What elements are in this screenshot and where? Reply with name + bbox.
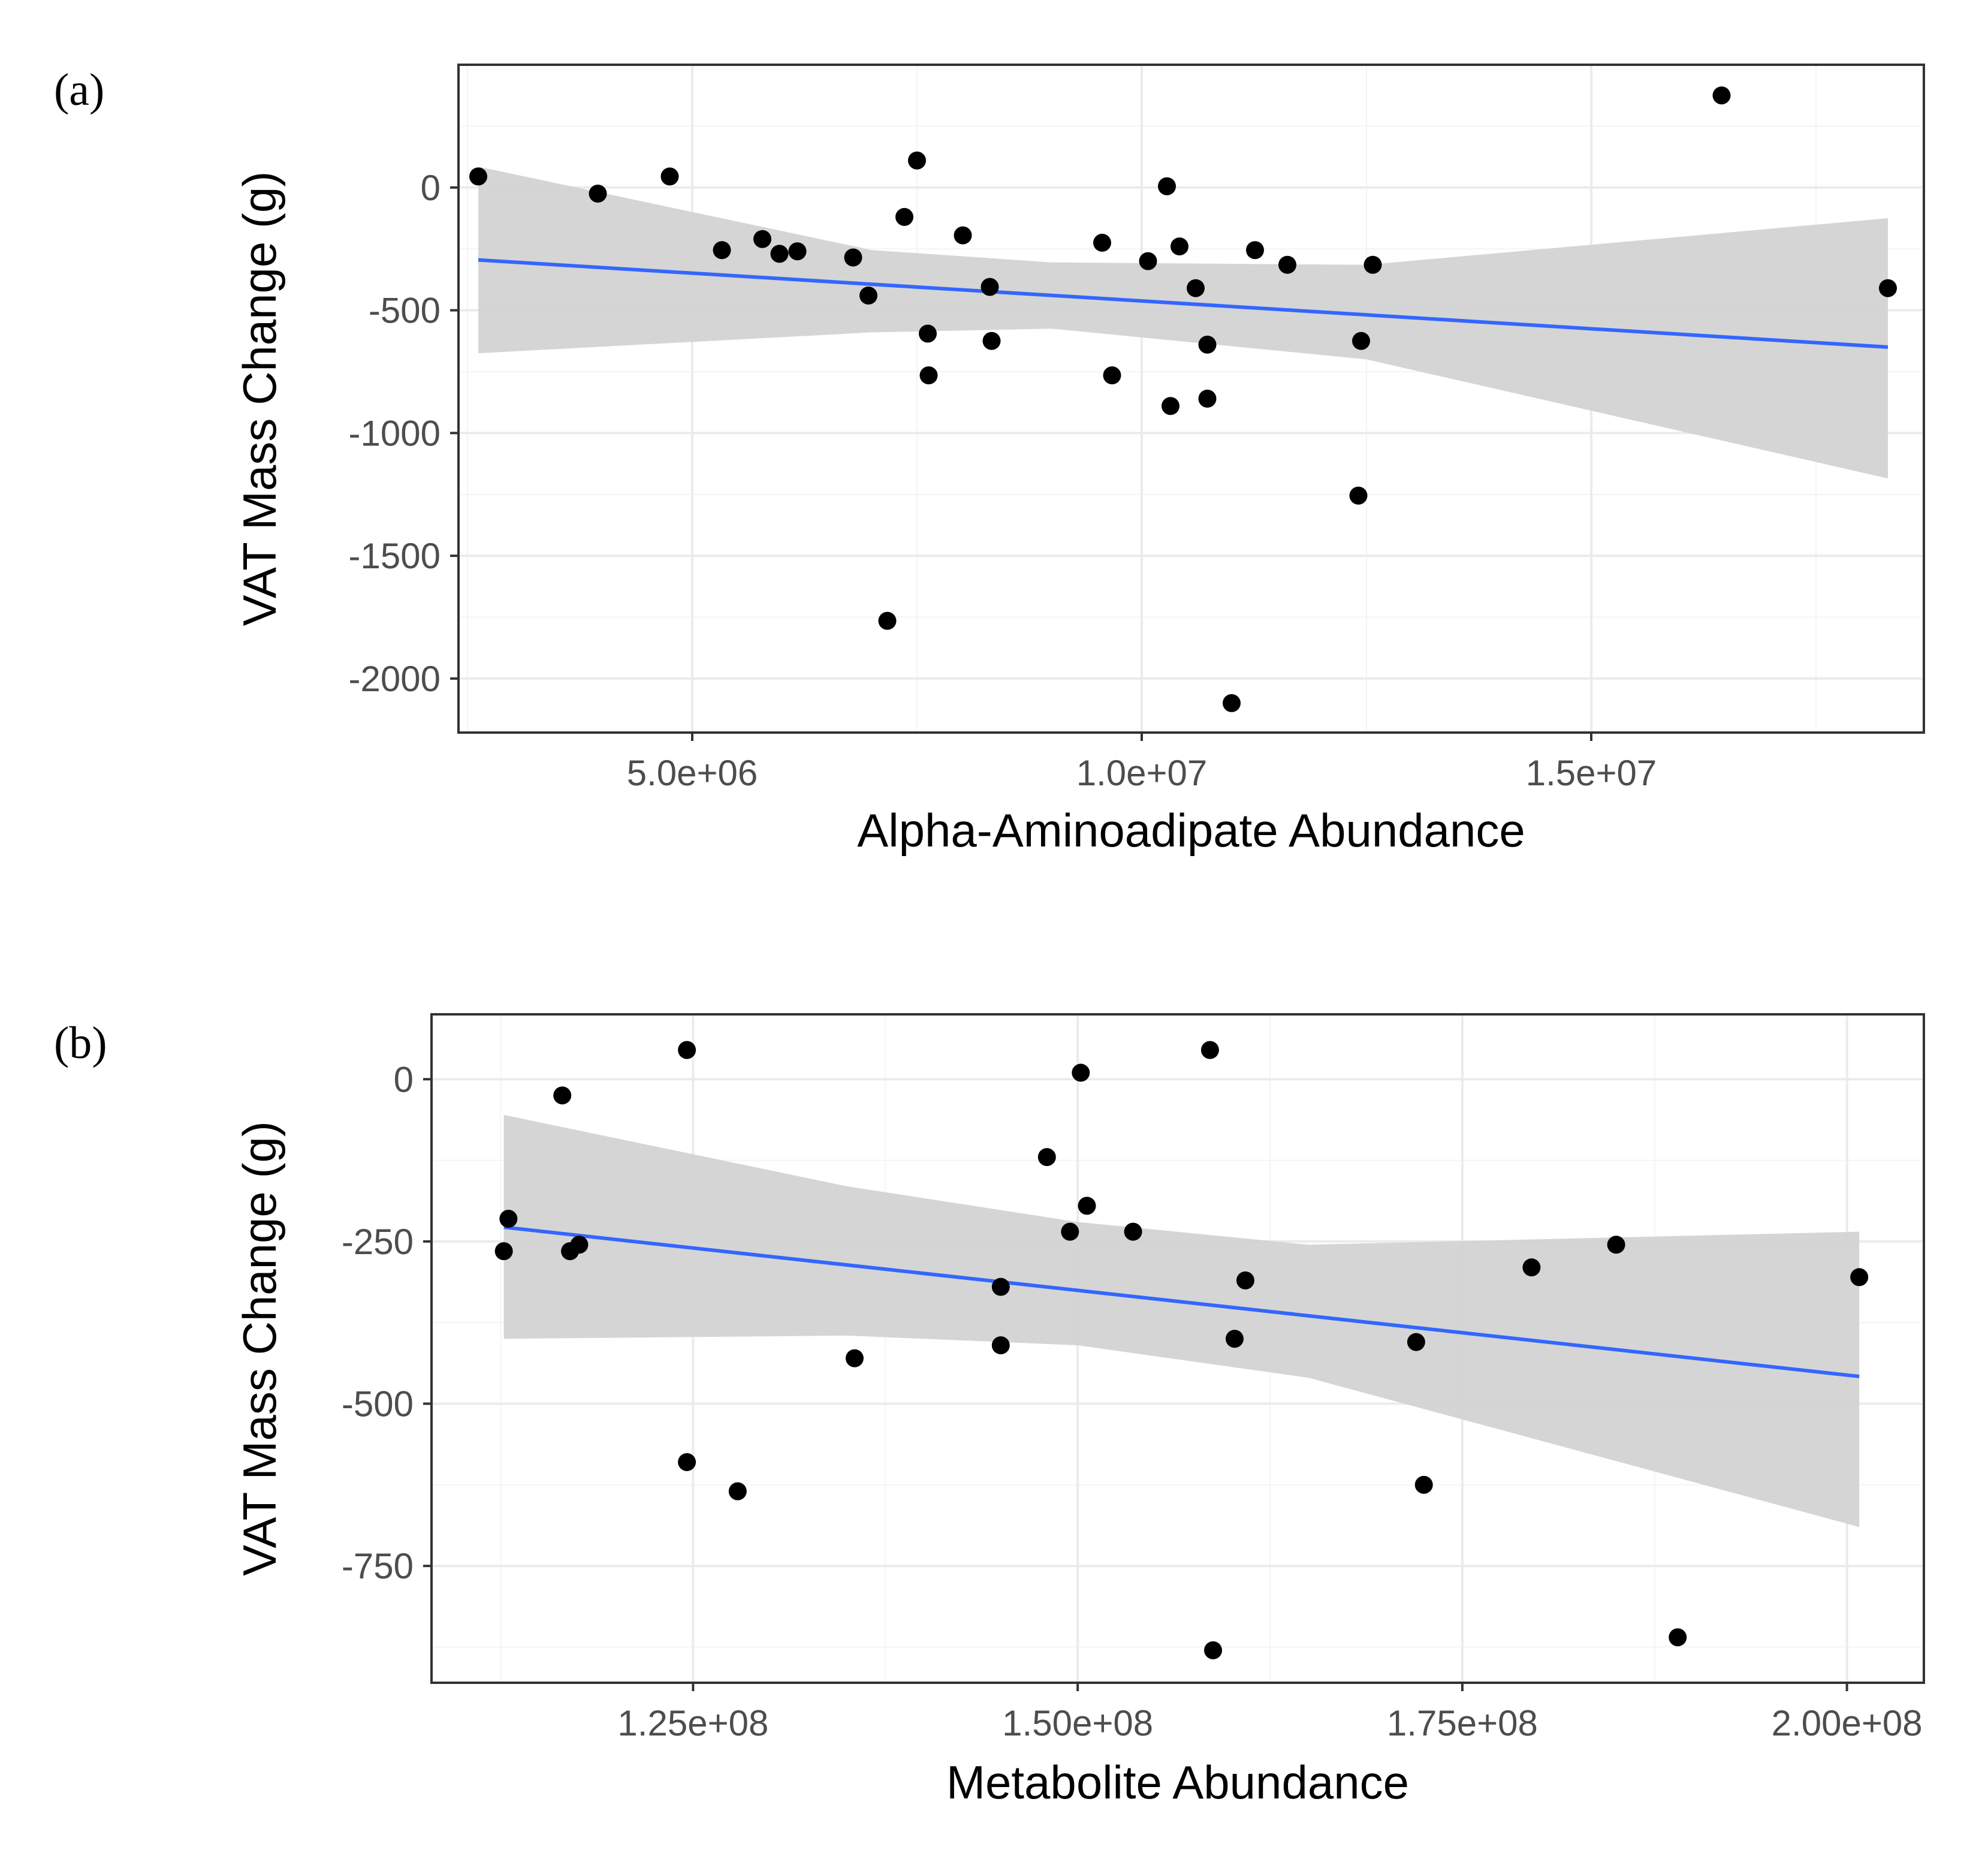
data-point <box>982 332 1001 350</box>
panel-label: (a) <box>54 65 104 115</box>
x-tick-label: 1.75e+08 <box>1387 1703 1538 1743</box>
data-point <box>1225 1330 1244 1348</box>
panel-border <box>430 1013 1925 1684</box>
x-axis-title: Alpha-Aminoadipate Abundance <box>857 804 1525 857</box>
data-point <box>1124 1222 1142 1241</box>
data-point <box>1363 255 1382 274</box>
data-point <box>713 241 731 260</box>
data-point <box>1349 486 1368 505</box>
data-point <box>1607 1236 1625 1254</box>
data-point <box>1669 1628 1687 1647</box>
data-point <box>1198 335 1217 354</box>
data-point <box>991 1336 1010 1355</box>
data-point <box>469 167 487 186</box>
data-point <box>844 248 862 267</box>
x-tick-label: 2.00e+08 <box>1772 1703 1923 1743</box>
data-point <box>770 245 789 263</box>
data-point <box>678 1041 696 1059</box>
chart-b: (b) 1.25e+08 1.50e+08 1.75e+08 2.00e+08 0 -250… <box>54 1013 1925 1809</box>
data-point <box>895 207 913 226</box>
x-tick-label: 1.5e+07 <box>1526 753 1657 793</box>
data-point <box>1078 1197 1096 1215</box>
y-tick-label: -500 <box>369 291 441 331</box>
confidence-band <box>503 1114 1860 1527</box>
data-point <box>553 1086 572 1105</box>
data-point <box>1879 279 1897 297</box>
data-point <box>1162 397 1179 415</box>
data-point <box>919 366 938 385</box>
data-point <box>859 286 877 305</box>
regression-line <box>503 1225 1860 1379</box>
data-point <box>1204 1641 1223 1659</box>
panel-border <box>457 64 1925 734</box>
x-tick-label: 1.0e+07 <box>1076 753 1208 793</box>
y-tick-label: -1000 <box>349 413 441 453</box>
x-tick-label: 1.25e+08 <box>617 1703 768 1743</box>
confidence-band <box>478 166 1888 479</box>
data-point <box>954 226 972 245</box>
data-point <box>908 151 926 170</box>
data-point <box>1246 241 1264 260</box>
chart-a: (a) 5.0e+06 1.0e+07 1.5e+07 0 -500 -1000 -1500 -… <box>54 64 1925 857</box>
data-point <box>1187 279 1205 297</box>
data-point <box>1712 86 1731 105</box>
data-point <box>570 1236 589 1254</box>
data-point <box>1037 1148 1056 1167</box>
y-axis-title: VAT Mass Change (g) <box>233 171 286 626</box>
y-tick-label: -1500 <box>349 536 441 576</box>
data-point <box>589 185 607 203</box>
x-axis-title: Metabolite Abundance <box>946 1756 1409 1809</box>
data-point <box>1236 1271 1254 1289</box>
data-point <box>1061 1222 1079 1241</box>
data-point <box>1278 255 1296 274</box>
data-point <box>660 167 679 186</box>
data-point <box>991 1277 1010 1296</box>
data-point <box>1139 252 1157 270</box>
data-point <box>494 1242 513 1261</box>
data-point <box>788 242 807 261</box>
data-point <box>678 1453 696 1471</box>
data-point <box>1223 694 1241 712</box>
data-point <box>753 230 771 248</box>
data-point <box>845 1349 864 1367</box>
data-point <box>1352 332 1370 350</box>
data-point <box>1093 233 1111 252</box>
x-tick-label: 5.0e+06 <box>627 753 758 793</box>
data-point <box>981 278 999 296</box>
data-point <box>1522 1258 1541 1277</box>
data-point <box>728 1482 747 1501</box>
data-point <box>1171 237 1188 256</box>
y-tick-label: -750 <box>342 1546 414 1586</box>
data-point <box>1103 366 1121 385</box>
data-point <box>1850 1268 1869 1286</box>
data-point <box>1198 390 1217 408</box>
y-tick-label: -250 <box>342 1222 414 1262</box>
data-point <box>1414 1475 1433 1494</box>
data-point <box>1200 1041 1219 1059</box>
y-tick-label: -500 <box>342 1384 414 1424</box>
panel-label: (b) <box>54 1018 107 1068</box>
data-point <box>919 324 937 343</box>
x-tick-label: 1.50e+08 <box>1002 1703 1153 1743</box>
y-tick-label: 0 <box>394 1059 414 1099</box>
regression-line <box>478 258 1889 349</box>
data-point <box>1158 177 1176 195</box>
data-point <box>1407 1333 1425 1351</box>
data-point <box>499 1209 518 1228</box>
data-point <box>1072 1063 1090 1082</box>
data-point <box>878 611 897 630</box>
y-tick-label: 0 <box>421 168 441 208</box>
y-tick-label: -2000 <box>349 659 441 699</box>
y-axis-title: VAT Mass Change (g) <box>233 1121 286 1576</box>
